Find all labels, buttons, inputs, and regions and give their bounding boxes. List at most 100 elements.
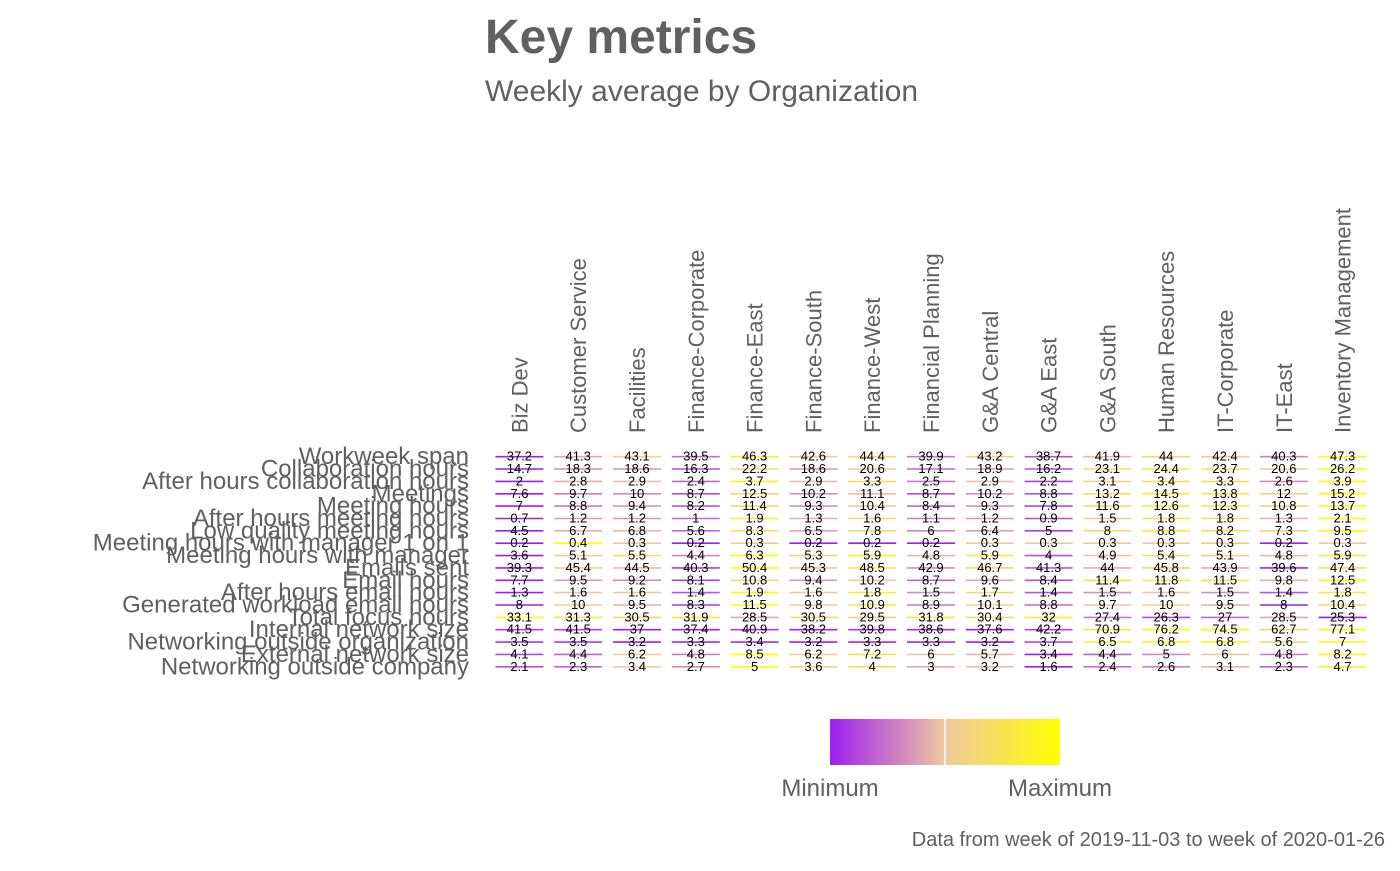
cell-value-label: 1.1 [922,511,940,526]
cell-value-label: 15.2 [1330,486,1355,501]
cell-value-label: 44.5 [624,560,649,575]
cell-value-label: 1.6 [863,511,881,526]
cell-value-label: 3.1 [1098,473,1116,488]
cell-value-label: 2.3 [1275,659,1293,674]
cell-value-label: 4 [1045,548,1052,563]
cell-value-label: 0.3 [1157,535,1175,550]
cell-value-label: 5 [751,659,758,674]
y-tick-label: Networking outside organization [127,629,469,656]
cell-value-label: 5.9 [863,548,881,563]
cell-value-label: 7.3 [1275,523,1293,538]
cell-value-label: 8.9 [922,597,940,612]
cell-value-label: 74.5 [1212,622,1237,637]
cell-value-label: 2.9 [628,473,646,488]
cell-value-label: 3.3 [863,634,881,649]
cell-value-label: 3.7 [1040,634,1058,649]
cell-value-label: 10.2 [977,486,1002,501]
cell-value-label: 8.3 [687,597,705,612]
cell-value-label: 10.2 [801,486,826,501]
cell-value-label: 37 [630,622,644,637]
cell-value-label: 31.3 [566,609,591,624]
x-tick-label: Finance-West [860,298,885,433]
cell-value-label: 20.6 [860,461,885,476]
y-tick-label: Meeting hours with manager [166,542,469,569]
cell-value-label: 11.1 [860,486,884,501]
cell-value-label: 7.6 [510,486,528,501]
cell-value-label: 9.5 [628,597,646,612]
x-tick-label: IT-Corporate [1213,310,1238,434]
cell-value-label: 4.9 [1098,548,1116,563]
cell-value-label: 1.5 [1098,585,1116,600]
cell-value-label: 2.9 [981,473,999,488]
cell-value-label: 44 [1100,560,1114,575]
chart-title: Key metrics [485,11,757,64]
cell-value-label: 3.4 [746,634,764,649]
cell-value-label: 1.4 [1275,585,1293,600]
cell-value-label: 12.5 [742,486,767,501]
cell-value-label: 1.8 [863,585,881,600]
cell-value-label: 5 [1045,523,1052,538]
cell-value-label: 1.2 [981,511,999,526]
cell-value-label: 18.3 [566,461,591,476]
cell-value-label: 20.6 [1271,461,1296,476]
cell-value-label: 11.4 [742,498,766,513]
y-tick-label: Networking outside company [161,653,469,680]
cell-value-label: 4 [869,659,876,674]
cell-value-label: 4.4 [1098,646,1116,661]
cell-value-label: 3.3 [687,634,705,649]
cell-value-label: 1.5 [1216,585,1234,600]
y-tick-label: Workweek span [299,443,469,470]
cell-value-label: 10.4 [1330,597,1355,612]
color-legend: Minimum Maximum [781,719,1112,802]
cell-value-label: 9.5 [569,572,587,587]
cell-value-label: 3.3 [863,473,881,488]
cell-value-label: 5 [1163,646,1170,661]
cell-value-label: 1.4 [687,585,705,600]
cell-value-label: 14.5 [1154,486,1179,501]
cell-value-label: 1.7 [981,585,999,600]
cell-value-label: 8.2 [1216,523,1234,538]
cell-value-label: 2 [516,473,523,488]
cell-value-label: 16.3 [683,461,708,476]
cell-value-label: 10 [571,597,585,612]
cell-value-label: 7.8 [1040,498,1058,513]
cell-value-label: 8.4 [1040,572,1058,587]
cell-value-label: 4.8 [687,646,705,661]
x-tick-label: Facilities [625,347,650,433]
cell-value-label: 8.8 [1040,597,1058,612]
x-tick-label: Biz Dev [507,357,532,433]
cell-value-label: 8.2 [687,498,705,513]
cell-value-label: 3.1 [1216,659,1234,674]
cell-value-label: 5.9 [1334,548,1352,563]
cell-value-label: 2.4 [687,473,705,488]
cell-value-label: 8.7 [922,486,940,501]
cell-value-label: 7.7 [510,572,528,587]
cell-value-label: 18.6 [624,461,649,476]
y-tick-label: Internal network size [249,616,469,643]
x-tick-label: Finance-East [743,303,768,433]
heatmap-cells: 37.2 41.3 43.1 39.5 46.3 42.6 44.4 39.9 43.2 38.7… [495,449,1367,674]
cell-value-label: 17.1 [918,461,943,476]
cell-value-label: 7 [1339,634,1346,649]
cell-value-label: 46.3 [742,449,767,464]
cell-value-label: 8.5 [746,646,764,661]
cell-value-label: 3.4 [1157,473,1175,488]
cell-value-label: 6.8 [628,523,646,538]
x-tick-label: G&A South [1095,324,1120,433]
cell-value-label: 5.6 [1275,634,1293,649]
cell-value-label: 38.6 [918,622,943,637]
cell-value-label: 3.5 [510,634,528,649]
cell-value-label: 8.4 [922,498,940,513]
cell-value-label: 2.5 [922,473,940,488]
cell-value-label: 1 [692,511,699,526]
x-tick-label: Financial Planning [919,253,944,433]
cell-value-label: 5.3 [804,548,822,563]
cell-value-label: 0.3 [1216,535,1234,550]
cell-value-label: 9.7 [569,486,587,501]
cell-value-label: 4.4 [569,646,587,661]
cell-value-label: 5.4 [1157,548,1175,563]
cell-value-label: 5.1 [1216,548,1234,563]
